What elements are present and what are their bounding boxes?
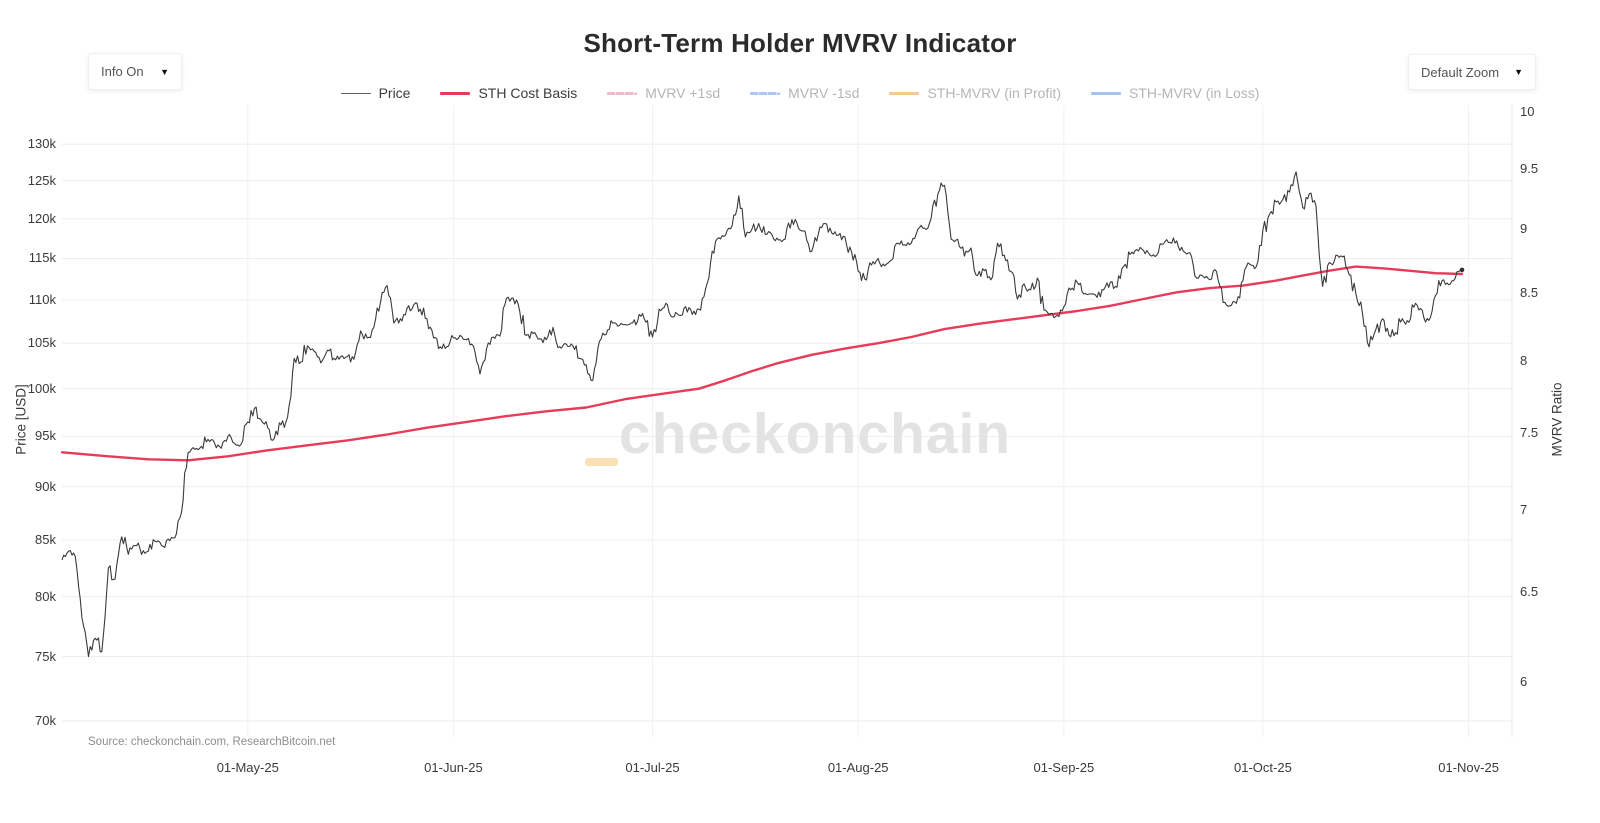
x-tick-label: 01-Aug-25: [827, 760, 889, 775]
y-left-tick-label: 70k: [35, 712, 56, 728]
sth-mvrv-in-loss-line-swatch: [1091, 91, 1121, 95]
y-left-tick-label: 95k: [35, 428, 56, 444]
watermark-underscore: [585, 458, 618, 466]
y-right-tick-label: 9: [1520, 221, 1528, 237]
y-left-tick-label: 85k: [35, 532, 56, 548]
y-left-tick-label: 115k: [28, 250, 56, 266]
y-left-tick-label: 105k: [27, 335, 56, 351]
legend-label-mvrv-1sd: MVRV +1sd: [645, 85, 721, 101]
price-line-swatch: [340, 92, 371, 94]
x-tick-label: 01-Nov-25: [1438, 760, 1499, 775]
mvrv-1sd-line-swatch: [607, 91, 638, 95]
x-tick-label: 01-Oct-25: [1234, 760, 1292, 775]
legend-label-sth-mvrv-in-profit: STH-MVRV (in Profit): [927, 85, 1061, 101]
chevron-down-icon: ▼: [160, 66, 169, 77]
info-dropdown-label: Info On: [101, 64, 144, 79]
chevron-down-icon: ▼: [1514, 67, 1523, 77]
y-axis-right-title: MVRV Ratio: [1549, 382, 1565, 457]
legend-label-sth-mvrv-in-loss: STH-MVRV (in Loss): [1129, 85, 1260, 101]
legend-item-price[interactable]: Price: [340, 85, 411, 101]
legend-label-sth-cost-basis: STH Cost Basis: [478, 85, 578, 101]
mvrv-1sd-line-swatch: [750, 91, 781, 95]
y-right-tick-label: 6.5: [1520, 584, 1539, 600]
y-left-tick-label: 100k: [27, 380, 56, 396]
y-axis-left-title: Price [USD]: [13, 384, 29, 455]
legend-item-mvrv-1sd[interactable]: MVRV +1sd: [607, 85, 720, 101]
y-left-tick-label: 130k: [27, 136, 56, 152]
legend-label-price: Price: [378, 85, 411, 101]
x-tick-label: 01-Jul-25: [625, 760, 680, 775]
y-right-tick-label: 7: [1520, 501, 1528, 517]
legend-item-sth-mvrv-in-loss[interactable]: STH-MVRV (in Loss): [1091, 85, 1259, 101]
legend: Price STH Cost Basis MVRV +1sd MVRV -1sd STH…: [0, 85, 1600, 101]
source-note: Source: checkonchain.com, ResearchBitcoi…: [88, 736, 336, 748]
zoom-dropdown-label: Default Zoom: [1421, 64, 1500, 80]
sth-cost-basis-line: [60, 265, 1464, 462]
price-last-point: [1459, 267, 1465, 273]
y-right-tick-label: 8: [1520, 352, 1528, 368]
y-right-tick-label: 8.5: [1520, 285, 1539, 301]
info-dropdown[interactable]: Info On ▼: [88, 53, 182, 90]
x-tick-label: 01-Sep-25: [1033, 760, 1095, 775]
x-tick-label: 01-Jun-25: [424, 760, 483, 775]
sth-mvrv-in-profit-line-swatch: [889, 91, 920, 95]
y-right-tick-label: 9.5: [1520, 160, 1539, 176]
y-left-tick-label: 110k: [28, 291, 56, 307]
y-left-tick-label: 125k: [27, 172, 56, 188]
legend-item-sth-cost-basis[interactable]: STH Cost Basis: [440, 85, 577, 101]
y-left-tick-label: 75k: [35, 648, 56, 664]
y-left-tick-label: 90k: [35, 478, 56, 494]
sth-cost-basis-line-swatch: [440, 91, 471, 95]
price-line: [61, 171, 1463, 658]
legend-label-mvrv-1sd: MVRV -1sd: [788, 85, 860, 101]
y-left-tick-label: 80k: [35, 588, 56, 604]
legend-item-mvrv-1sd[interactable]: MVRV -1sd: [750, 85, 859, 101]
watermark-text: checkonchain: [619, 402, 1011, 466]
y-right-tick-label: 6: [1520, 673, 1528, 689]
legend-item-sth-mvrv-in-profit[interactable]: STH-MVRV (in Profit): [889, 85, 1061, 101]
page-title: Short-Term Holder MVRV Indicator: [583, 28, 1017, 58]
y-left-tick-label: 120k: [27, 210, 56, 226]
zoom-dropdown[interactable]: Default Zoom ▼: [1408, 54, 1536, 90]
x-tick-label: 01-May-25: [216, 760, 279, 775]
y-right-tick-label: 7.5: [1520, 424, 1539, 440]
y-right-tick-label: 10: [1520, 103, 1535, 119]
